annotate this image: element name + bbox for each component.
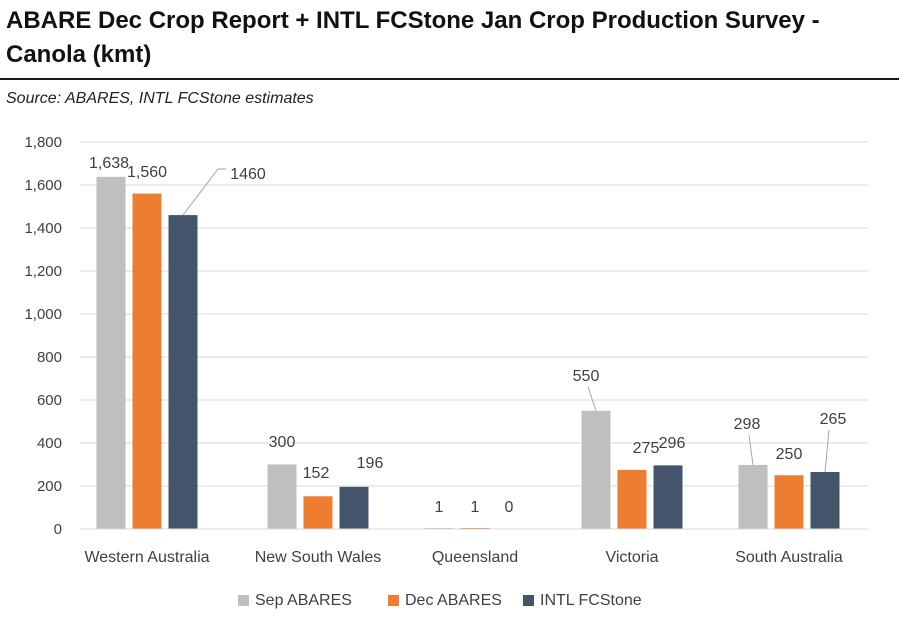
data-label: 1,638 — [89, 155, 129, 172]
y-tick-label: 1,600 — [24, 177, 62, 194]
y-tick-label: 1,400 — [24, 220, 62, 237]
data-label: 1460 — [230, 166, 266, 183]
data-label: 196 — [357, 455, 384, 472]
data-label: 550 — [573, 368, 600, 385]
data-label: 1 — [435, 499, 444, 516]
y-tick-label: 800 — [37, 349, 62, 366]
y-tick-label: 1,200 — [24, 263, 62, 280]
bar — [774, 475, 804, 529]
data-label: 0 — [505, 499, 514, 516]
y-tick-label: 0 — [54, 521, 62, 538]
x-tick-label: South Australia — [735, 549, 843, 566]
bars — [96, 176, 840, 529]
x-tick-label: Queensland — [432, 549, 518, 566]
bar — [303, 496, 333, 529]
x-tick-label: New South Wales — [255, 549, 382, 566]
data-label: 275 — [633, 440, 660, 457]
legend-label: INTL FCStone — [540, 592, 642, 609]
leader-line — [748, 434, 754, 465]
data-label: 1 — [471, 499, 480, 516]
x-axis: Western Australia New South Wales Queensla… — [80, 528, 868, 566]
source-note: Source: ABARES, INTL FCStone estimates — [6, 90, 314, 107]
leader-lines — [182, 168, 830, 473]
bar — [339, 486, 369, 529]
bar — [617, 469, 647, 529]
data-label: 250 — [776, 446, 803, 463]
title-divider — [0, 78, 899, 80]
bar — [96, 176, 126, 529]
legend-label: Sep ABARES — [255, 592, 352, 609]
x-tick-label: Victoria — [605, 549, 658, 566]
bar — [581, 410, 611, 529]
data-labels: 1,638 300 1 550 298 1,560 152 1 275 250 1460 196 0 29… — [89, 155, 846, 516]
bar — [653, 465, 683, 529]
legend-label: Dec ABARES — [405, 592, 502, 609]
legend-swatch — [523, 595, 534, 606]
bar — [267, 464, 297, 529]
data-label: 300 — [269, 434, 296, 451]
data-label: 1,560 — [127, 164, 167, 181]
legend-swatch — [238, 595, 249, 606]
legend-swatch — [388, 595, 399, 606]
x-tick-label: Western Australia — [84, 549, 209, 566]
y-tick-label: 1,800 — [24, 134, 62, 151]
bar — [132, 193, 162, 529]
data-label: 152 — [303, 465, 330, 482]
y-axis: 0 200 400 600 800 1,000 1,200 1,400 1,600 1,800 — [24, 134, 62, 538]
legend-item: Sep ABARES — [238, 592, 352, 609]
legend-item: INTL FCStone — [523, 592, 642, 609]
data-label: 298 — [734, 416, 761, 433]
y-tick-label: 200 — [37, 478, 62, 495]
leader-line — [824, 429, 830, 473]
bar — [810, 472, 840, 529]
data-label: 296 — [659, 435, 686, 452]
y-tick-label: 1,000 — [24, 306, 62, 323]
leader-line — [587, 386, 597, 411]
legend: Sep ABARES Dec ABARES INTL FCStone — [238, 592, 642, 609]
bar — [738, 464, 768, 529]
data-label: 265 — [820, 411, 847, 428]
gridlines — [80, 141, 868, 530]
y-tick-label: 400 — [37, 435, 62, 452]
y-tick-label: 600 — [37, 392, 62, 409]
bar — [168, 215, 198, 529]
legend-item: Dec ABARES — [388, 592, 502, 609]
leader-line — [182, 168, 226, 216]
chart-title: ABARE Dec Crop Report + INTL FCStone Jan… — [6, 7, 820, 68]
